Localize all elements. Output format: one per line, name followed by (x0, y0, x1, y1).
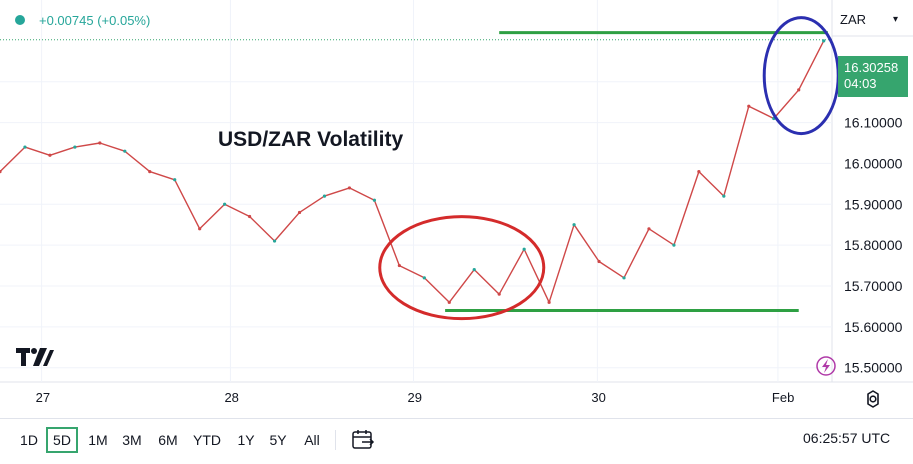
timeframe-button-5y[interactable]: 5Y (269, 432, 287, 448)
price-point (697, 169, 701, 174)
price-point (248, 214, 252, 219)
y-tick-label: 15.50000 (844, 360, 903, 376)
price-point (497, 292, 501, 296)
price-series-line (0, 40, 825, 303)
x-tick-label: Feb (772, 390, 794, 405)
price-point (422, 276, 426, 280)
price-point (397, 263, 401, 268)
price-point (372, 198, 376, 202)
price-point (672, 243, 676, 247)
price-point (722, 194, 726, 198)
price-point (297, 210, 302, 215)
price-point (322, 194, 327, 198)
x-tick-label: 28 (224, 390, 238, 405)
price-point (522, 247, 526, 251)
price-point (123, 149, 127, 153)
price-point (547, 300, 551, 304)
status-dot-icon (15, 15, 25, 25)
price-point (822, 39, 826, 43)
gear-icon[interactable] (863, 389, 883, 409)
price-point (73, 145, 77, 149)
price-point (0, 169, 2, 174)
calendar-range-icon[interactable] (351, 429, 375, 451)
last-price-tag: 16.30258 04:03 (838, 56, 908, 97)
lightning-icon[interactable] (816, 356, 836, 376)
price-point (797, 88, 801, 92)
price-point (272, 239, 277, 243)
last-price-value: 16.30258 (844, 60, 899, 75)
price-point (597, 259, 601, 264)
price-point (23, 145, 27, 149)
toolbar-divider (335, 430, 336, 450)
timeframe-button-1y[interactable]: 1Y (237, 432, 255, 448)
low-range-circle (378, 215, 546, 321)
price-point (647, 227, 651, 231)
timeframe-button-all[interactable]: All (304, 432, 320, 448)
timeframe-button-1d[interactable]: 1D (20, 432, 38, 448)
price-point (447, 300, 451, 304)
chevron-down-icon[interactable]: ▾ (893, 14, 899, 25)
timeframe-button-5d[interactable]: 5D (46, 427, 78, 453)
currency-selector[interactable]: ZAR (840, 12, 866, 27)
price-point (223, 202, 227, 206)
x-tick-label: 30 (591, 390, 605, 405)
y-tick-label: 15.70000 (844, 278, 903, 294)
price-point (98, 141, 102, 145)
chart-title: USD/ZAR Volatility (218, 128, 404, 151)
price-point (173, 178, 177, 182)
price-point (347, 186, 352, 190)
y-tick-label: 16.00000 (844, 155, 903, 171)
timeframe-button-1m[interactable]: 1M (88, 432, 108, 448)
timeframe-button-ytd[interactable]: YTD (193, 432, 221, 448)
timeframe-button-6m[interactable]: 6M (158, 432, 178, 448)
price-change-readout: +0.00745 (+0.05%) (15, 10, 150, 30)
x-tick-label: 29 (408, 390, 422, 405)
price-point (472, 268, 476, 272)
price-point (572, 223, 576, 227)
utc-clock[interactable]: 06:25:57 UTC (803, 430, 891, 446)
bar-countdown: 04:03 (844, 76, 877, 91)
price-point (48, 153, 52, 157)
y-tick-label: 15.90000 (844, 196, 903, 212)
price-point (622, 276, 626, 280)
bottom-toolbar (0, 418, 913, 464)
timeframe-button-3m[interactable]: 3M (122, 432, 142, 448)
y-tick-label: 15.60000 (844, 319, 903, 335)
price-point (148, 169, 152, 174)
price-point (198, 227, 202, 231)
price-change-text: +0.00745 (+0.05%) (39, 12, 151, 28)
x-tick-label: 27 (36, 390, 50, 405)
price-point (747, 104, 751, 108)
plot-area (0, 0, 832, 382)
tradingview-logo-icon[interactable] (16, 348, 54, 366)
y-tick-label: 16.10000 (844, 115, 903, 131)
y-tick-label: 15.80000 (844, 237, 903, 253)
